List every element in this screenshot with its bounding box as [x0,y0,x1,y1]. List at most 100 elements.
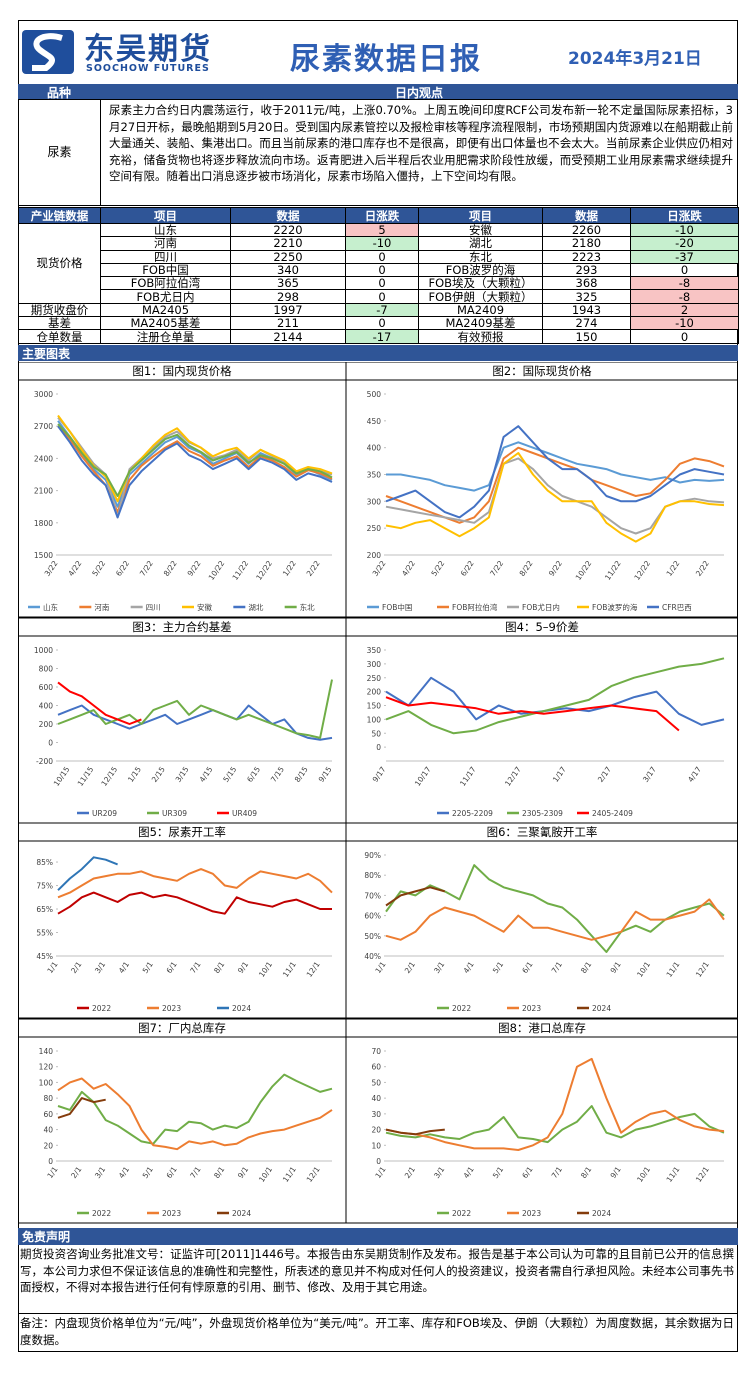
x-tick-label: 8/1 [212,960,226,975]
table-cell: 湖北 [418,236,543,251]
series-line [57,414,333,503]
series-line [57,423,333,497]
change-cell: -37 [630,249,739,264]
table-row: 现货价格 山东 2220 5 安徽 2260 -10 [18,222,739,304]
variety: 尿素 [19,100,101,205]
legend-label: 2024 [592,1209,611,1218]
y-tick-label: 0 [48,1157,53,1166]
table-cell: MA2405 [100,302,231,318]
x-tick-label: 4/22 [400,559,417,578]
x-tick-label: 11/1 [665,960,682,979]
table-row: 仓单数量 注册仓单量 2144 -17 有效预报 150 0 [18,329,739,344]
view-text: 尿素主力合约日内震荡运行，收于2011元/吨，上涨0.70%。上周五晚间印度RC… [109,103,733,184]
y-tick-label: 600 [39,683,54,692]
x-tick-label: 1/1 [45,960,59,975]
x-tick-label: 6/15 [245,765,262,784]
series-line [385,1057,725,1151]
x-tick-label: 5/22 [429,559,446,578]
y-tick-label: 350 [367,471,382,480]
y-tick-label: 350 [367,646,382,655]
legend-label: 2024 [232,1004,251,1013]
x-tick-label: 12/1 [305,1165,322,1184]
x-tick-label: 8/22 [518,559,535,578]
y-tick-label: 50 [371,1078,381,1087]
series-line [57,681,142,725]
change-cell: 0 [630,329,739,344]
series-line [57,868,333,899]
y-tick-label: 65% [36,905,53,914]
x-tick-label: 11/1 [665,1165,682,1184]
legend-label: 2022 [452,1004,471,1013]
y-tick-label: -200 [36,757,53,766]
series-line [57,425,333,519]
legend-label: UR209 [92,809,117,818]
series-line [57,1077,333,1151]
x-tick-label: 9/1 [608,960,622,975]
table-cell: 山东 [100,222,231,238]
x-tick-label: 7/1 [550,1165,564,1180]
series-line [385,886,446,907]
x-tick-label: 12/15 [99,765,119,788]
change-cell: 5 [345,222,419,238]
legend-label: 湖北 [248,603,263,612]
legend-label: 2305-2309 [522,809,563,818]
x-tick-label: 6/1 [520,960,534,975]
x-tick-label: 1/15 [126,765,143,784]
x-tick-label: 1/17 [551,765,568,784]
legend-label: CFR巴西 [662,603,692,612]
logo-text: 东吴期货 [84,32,212,67]
table-cell: FOB波罗的海 [418,262,543,278]
y-tick-label: 55% [36,929,53,938]
table-row: 河南 2210 -10 湖北 2180 -20 [19,236,739,251]
table-cell: 211 [230,316,346,331]
table-cell: FOB埃及（大颗粒） [418,276,543,291]
y-tick-label: 60 [43,1110,53,1119]
y-tick-label: 800 [39,665,54,674]
change-cell: 2 [630,302,739,318]
table-cell: MA2405基差 [100,316,231,331]
x-tick-label: 11/22 [603,559,623,582]
change-cell: 0 [345,249,419,264]
table-cell: 安徽 [418,222,543,238]
x-tick-label: 3/17 [641,765,658,784]
x-tick-label: 7/15 [269,765,286,784]
x-tick-label: 11/1 [281,960,298,979]
x-tick-label: 3/22 [371,559,388,578]
x-tick-label: 12/22 [632,559,652,582]
panel [18,362,347,618]
panel [345,362,738,618]
series-line [385,452,725,543]
y-tick-label: 1000 [34,646,53,655]
y-tick-label: 250 [367,524,382,533]
table-header: 项目 [100,207,231,224]
series-line [57,679,333,739]
change-cell: -8 [630,276,739,291]
y-tick-label: 150 [367,702,382,711]
table-cell: 2180 [542,236,631,251]
y-tick-label: 50 [371,729,381,738]
change-cell: 0 [345,316,419,331]
x-tick-label: 2/15 [150,765,167,784]
y-tick-label: 2100 [34,487,53,496]
x-tick-label: 3/22 [43,559,60,578]
data-table-wrap: 产业链数据 项目 数据 日涨跌 项目 数据 日涨跌 现货价格 山东 2220 5 安徽 2260 -10 河… [18,207,739,344]
data-table: 产业链数据 项目 数据 日涨跌 项目 数据 日涨跌 现货价格 山东 2220 5 安徽 2260 -10 河… [18,207,739,344]
x-tick-label: 10/1 [635,960,652,979]
table-header: 日涨跌 [630,207,739,224]
table-cell: 365 [230,276,346,291]
y-tick-label: 50% [364,932,381,941]
series-line [57,856,118,891]
x-tick-label: 4/1 [117,960,131,975]
legend-label: 2022 [92,1004,111,1013]
series-line [57,891,332,915]
table-cell: 四川 [100,249,231,264]
change-cell: 0 [345,276,419,291]
y-tick-label: 200 [39,720,54,729]
table-row: 基差 MA2405基差 211 0 MA2409基差 274 -10 [18,316,739,331]
x-tick-label: 8/22 [162,559,179,578]
x-tick-label: 8/1 [579,960,593,975]
x-tick-label: 9/15 [317,765,334,784]
x-tick-label: 8/1 [212,1165,226,1180]
